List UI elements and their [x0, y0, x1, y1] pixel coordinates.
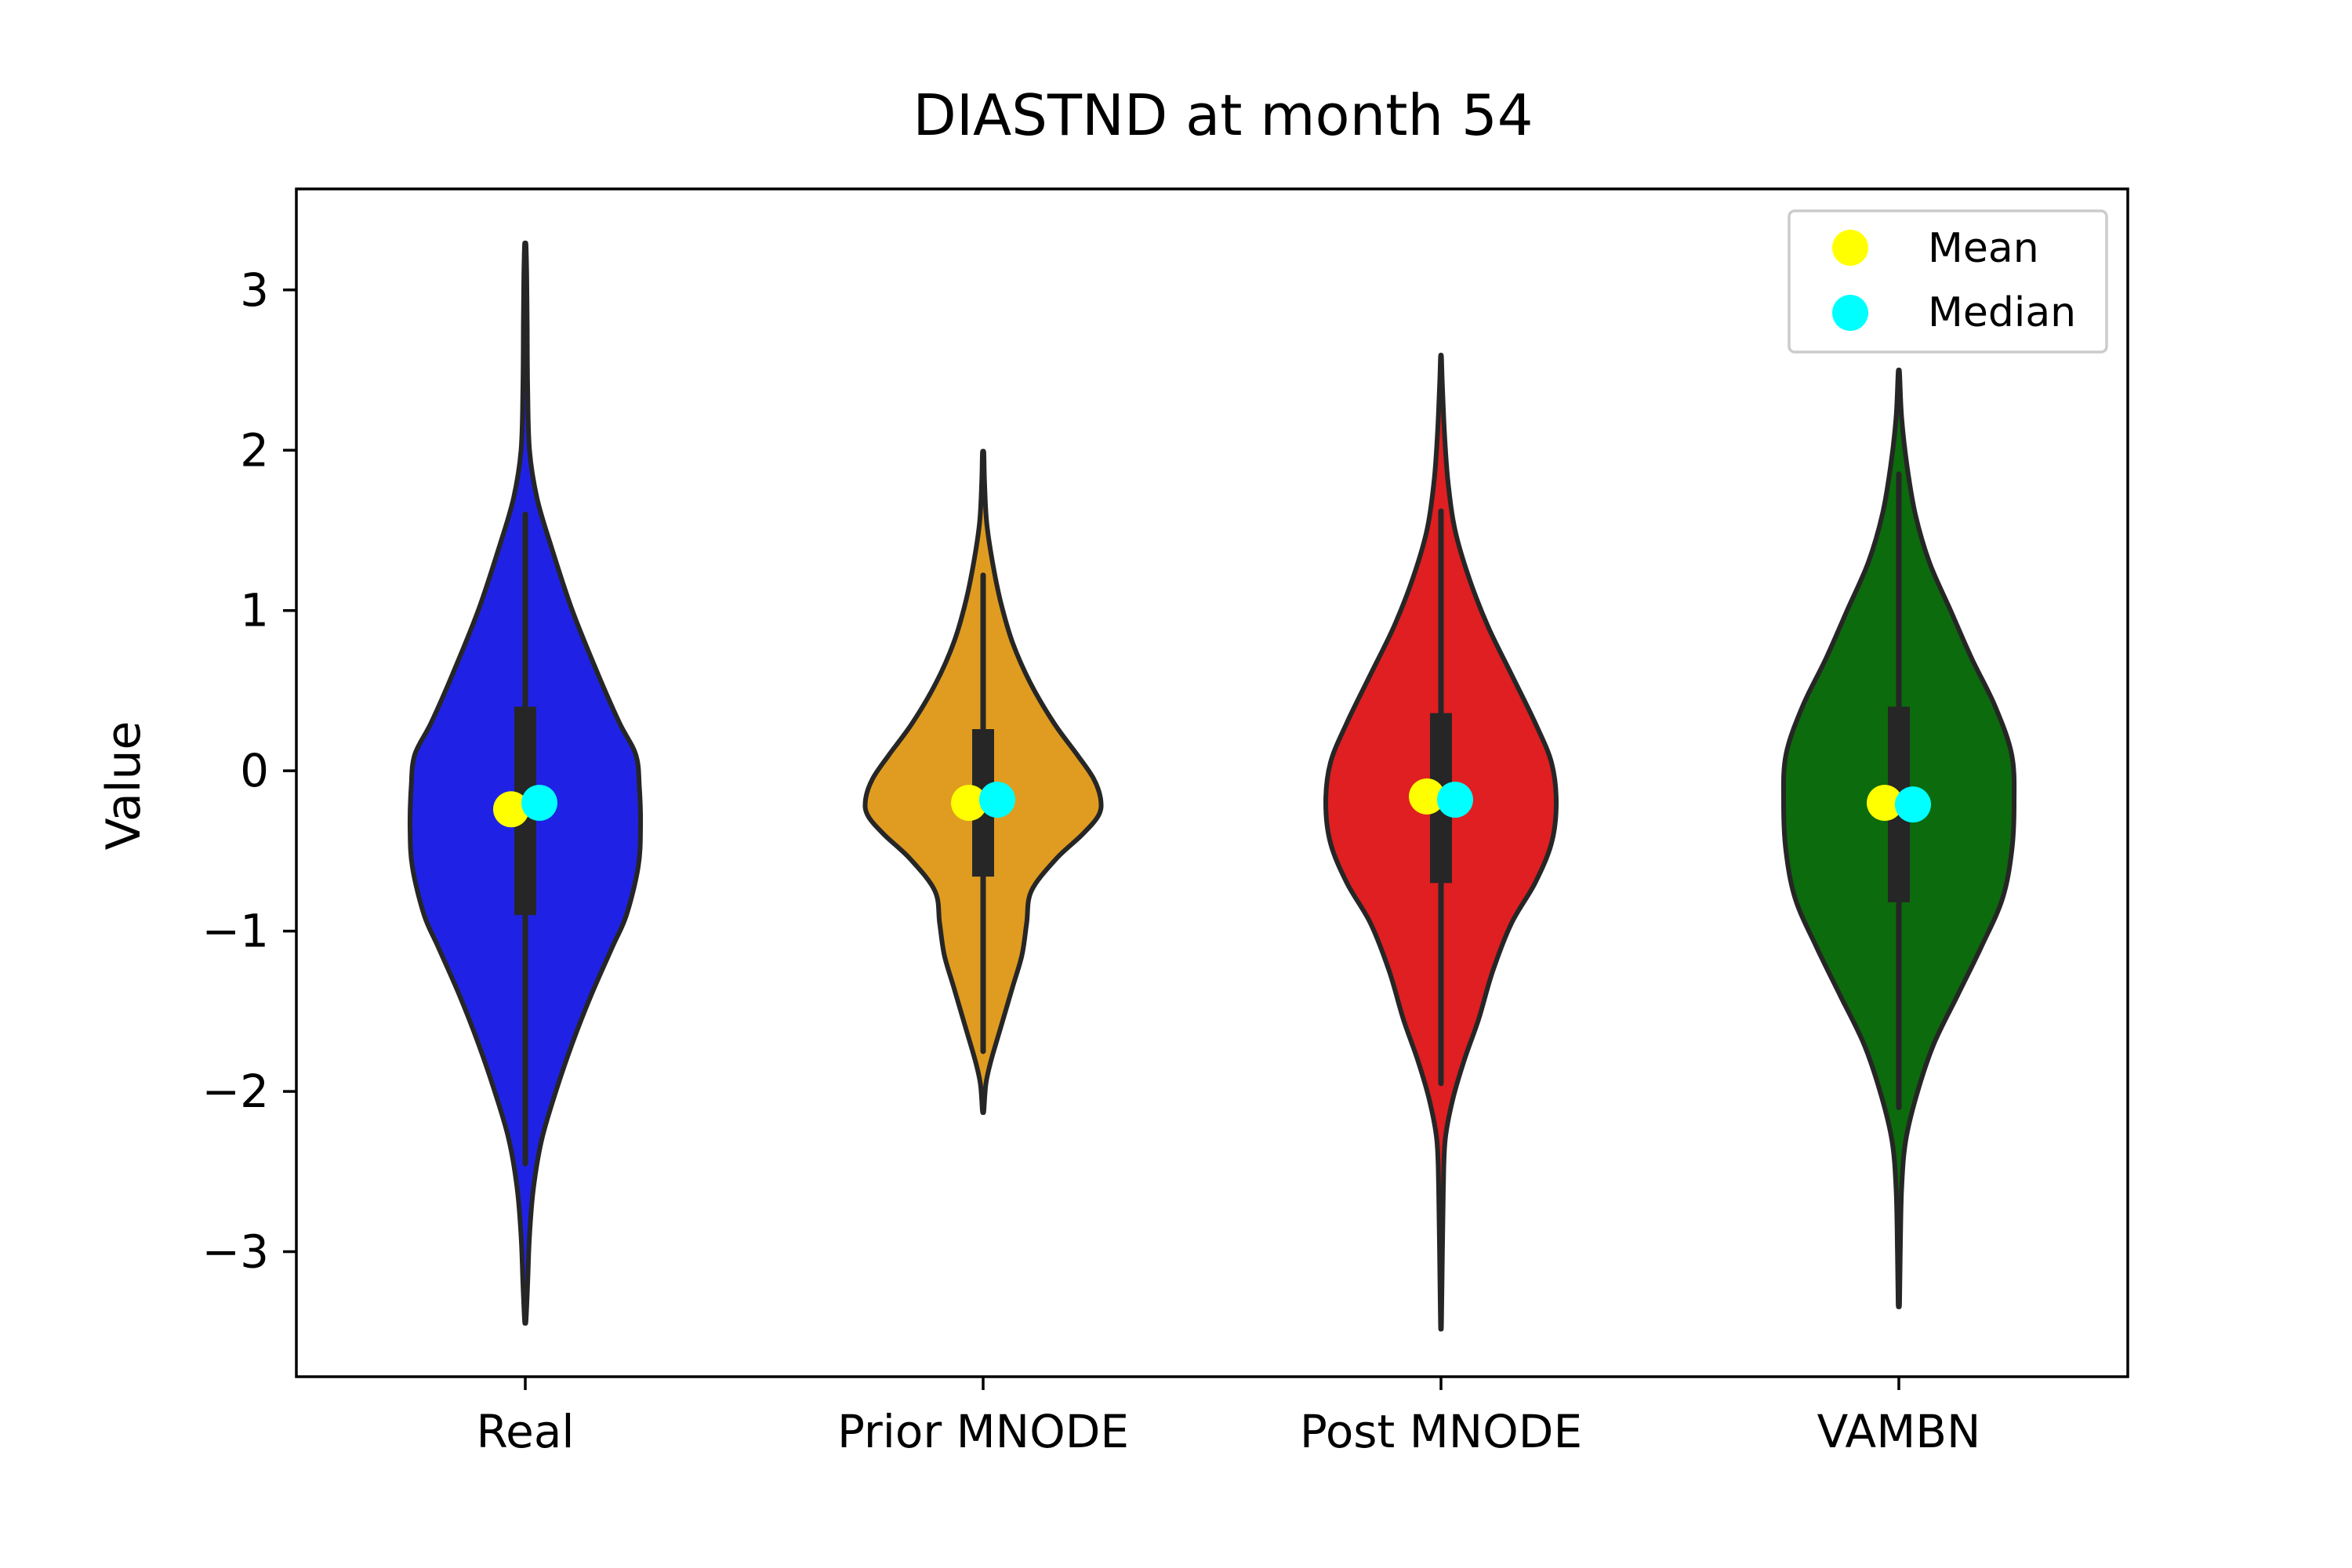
chart-title: DIASTND at month 54: [913, 82, 1533, 148]
y-tick-label: 0: [240, 744, 269, 797]
legend-mean-label: Mean: [1928, 225, 2039, 272]
plot-frame: [295, 187, 2129, 1378]
median-marker-vambn: [1895, 786, 1931, 823]
violin-group-vambn: [1780, 367, 2017, 1309]
legend: Mean Median: [1788, 209, 2108, 354]
y-axis-label: Value: [96, 721, 151, 851]
mean-marker-prior-mnode: [951, 785, 987, 822]
legend-median-label: Median: [1928, 289, 2076, 336]
violins-layer: [407, 240, 2017, 1332]
x-axis: Real Prior MNODE Post MNODE VAMBN: [476, 1377, 1980, 1458]
y-tick-label: 3: [240, 263, 269, 317]
y-tick-label: 2: [240, 423, 269, 477]
violin-group-prior-mnode: [862, 448, 1104, 1116]
x-tick-label-post-mnode: Post MNODE: [1300, 1405, 1582, 1458]
mean-marker-post-mnode: [1409, 778, 1445, 815]
median-marker-prior-mnode: [979, 781, 1015, 818]
mean-marker-real: [493, 791, 529, 828]
x-tick-label-prior-mnode: Prior MNODE: [837, 1405, 1129, 1458]
violin-group-post-mnode: [1323, 352, 1559, 1332]
y-tick-label: −2: [202, 1065, 270, 1118]
legend-box: [1788, 209, 2108, 354]
legend-mean-marker: [1832, 230, 1868, 266]
mean-marker-vambn: [1867, 785, 1903, 822]
y-tick-label: −3: [202, 1225, 270, 1279]
y-tick-label: −1: [202, 905, 270, 958]
y-axis: 3 2 1 0 −1 −2 −3: [202, 263, 296, 1279]
median-marker-real: [521, 785, 557, 822]
x-tick-label-vambn: VAMBN: [1817, 1405, 1981, 1458]
legend-median-marker: [1832, 295, 1868, 331]
x-tick-label-real: Real: [476, 1405, 574, 1458]
y-tick-label: 1: [240, 584, 269, 637]
median-marker-post-mnode: [1437, 781, 1473, 818]
violin-group-real: [407, 240, 644, 1326]
